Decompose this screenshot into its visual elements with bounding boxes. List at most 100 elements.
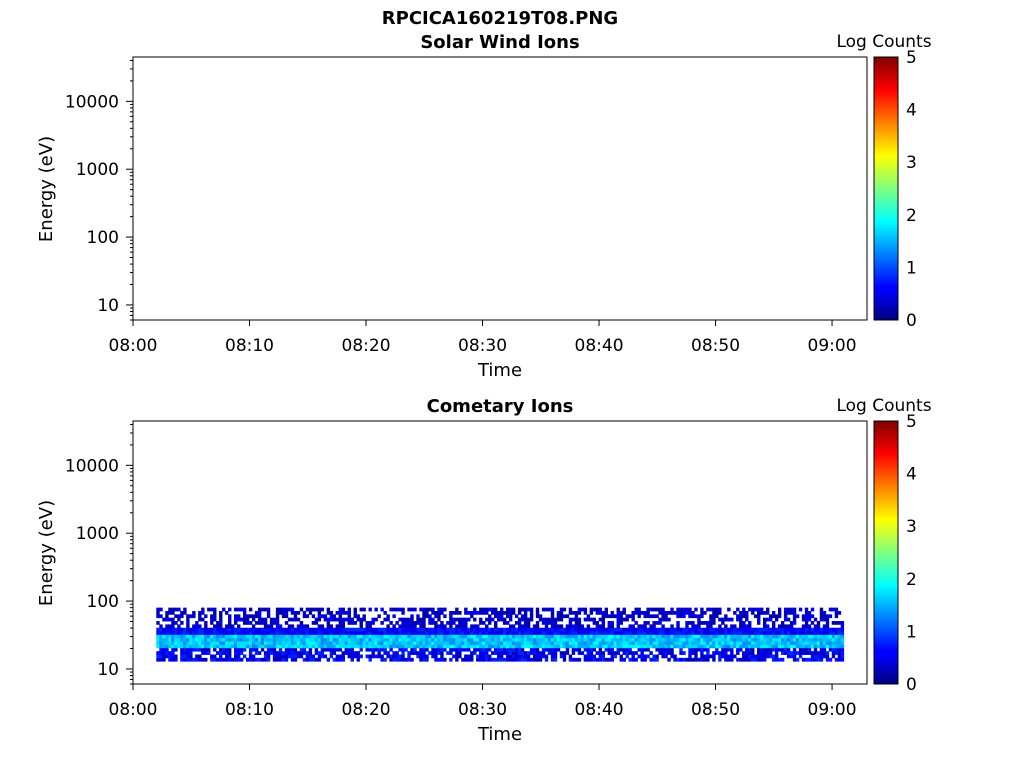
heatmap-cell	[679, 611, 683, 615]
heatmap-cell	[419, 627, 423, 632]
heatmap-cell	[685, 657, 689, 662]
heatmap-cell	[577, 641, 582, 645]
heatmap-cell	[371, 631, 375, 635]
heatmap-cell	[416, 654, 420, 659]
heatmap-cell	[207, 641, 211, 645]
heatmap-cell	[458, 624, 462, 629]
heatmap-cell	[159, 624, 163, 629]
heatmap-cell	[583, 654, 588, 659]
heatmap-cell	[619, 631, 623, 635]
heatmap-cell	[691, 651, 695, 655]
heatmap-cell	[341, 631, 345, 635]
heatmap-cell	[792, 641, 797, 645]
heatmap-cell	[721, 621, 725, 625]
heatmap-cell	[670, 624, 674, 629]
heatmap-cell	[574, 621, 579, 625]
heatmap-cell	[721, 644, 725, 649]
heatmap-cell	[278, 657, 283, 662]
heatmap-cell	[834, 634, 839, 639]
heatmap-cell	[308, 641, 313, 645]
heatmap-cell	[547, 617, 552, 622]
heatmap-cell	[186, 647, 190, 652]
heatmap-cell	[404, 657, 408, 662]
heatmap-cell	[284, 611, 289, 615]
heatmap-cell	[637, 634, 641, 639]
heatmap-cell	[792, 627, 797, 632]
heatmap-cell	[574, 634, 579, 639]
heatmap-cell	[571, 657, 576, 662]
heatmap-cell	[760, 637, 764, 642]
heatmap-cell	[500, 631, 504, 635]
heatmap-cell	[828, 634, 833, 639]
heatmap-cell	[514, 614, 519, 619]
heatmap-cell	[210, 607, 214, 612]
heatmap-cell	[251, 647, 256, 652]
heatmap-cell	[757, 644, 761, 649]
heatmap-cell	[317, 644, 322, 649]
heatmap-cell	[248, 607, 253, 612]
heatmap-cell	[586, 651, 591, 655]
heatmap-cell	[547, 637, 552, 642]
heatmap-cell	[260, 621, 265, 625]
heatmap-cell	[452, 647, 456, 652]
heatmap-cell	[458, 637, 462, 642]
heatmap-cell	[535, 657, 540, 662]
heatmap-cell	[652, 627, 656, 632]
heatmap-cell	[204, 644, 208, 649]
heatmap-cell	[263, 654, 268, 659]
heatmap-cell	[464, 611, 468, 615]
heatmap-cell	[422, 657, 426, 662]
heatmap-cell	[440, 647, 444, 652]
heatmap-cell	[565, 647, 570, 652]
heatmap-cell	[526, 654, 531, 659]
heatmap-cell	[646, 647, 650, 652]
heatmap-cell	[700, 654, 704, 659]
heatmap-cell	[242, 631, 247, 635]
heatmap-cell	[476, 634, 480, 639]
heatmap-cell	[210, 631, 214, 635]
heatmap-cell	[428, 651, 432, 655]
heatmap-cell	[371, 641, 375, 645]
heatmap-cell	[485, 651, 489, 655]
heatmap-cell	[529, 657, 534, 662]
heatmap-cell	[338, 614, 342, 619]
heatmap-cell	[535, 647, 540, 652]
heatmap-cell	[455, 654, 459, 659]
heatmap-cell	[786, 611, 791, 615]
heatmap-cell	[452, 641, 456, 645]
heatmap-cell	[371, 634, 375, 639]
heatmap-cell	[467, 644, 471, 649]
heatmap-cell	[813, 647, 818, 652]
heatmap-cell	[523, 607, 528, 612]
heatmap-cell	[792, 634, 797, 639]
heatmap-cell	[434, 634, 438, 639]
heatmap-cell	[159, 641, 163, 645]
heatmap-cell	[488, 637, 492, 642]
heatmap-cell	[571, 617, 576, 622]
heatmap-cell	[371, 654, 375, 659]
heatmap-cell	[697, 634, 701, 639]
heatmap-cell	[709, 624, 713, 629]
heatmap-cell	[538, 651, 543, 655]
heatmap-cell	[676, 611, 680, 615]
heatmap-cell	[281, 634, 286, 639]
heatmap-cell	[422, 644, 426, 649]
heatmap-cell	[801, 647, 806, 652]
heatmap-cell	[455, 611, 459, 615]
heatmap-cell	[508, 657, 513, 662]
heatmap-cell	[174, 627, 178, 632]
heatmap-cell	[760, 641, 764, 645]
heatmap-cell	[679, 607, 683, 612]
heatmap-cell	[649, 631, 653, 635]
heatmap-cell	[783, 624, 788, 629]
heatmap-cell	[619, 641, 623, 645]
heatmap-cell	[619, 647, 623, 652]
heatmap-cell	[422, 611, 426, 615]
heatmap-cell	[649, 614, 653, 619]
heatmap-cell	[431, 627, 435, 632]
heatmap-cell	[631, 611, 635, 615]
y-tick-label: 10	[97, 660, 119, 680]
heatmap-cell	[228, 617, 232, 622]
heatmap-cell	[371, 627, 375, 632]
heatmap-cell	[568, 644, 573, 649]
